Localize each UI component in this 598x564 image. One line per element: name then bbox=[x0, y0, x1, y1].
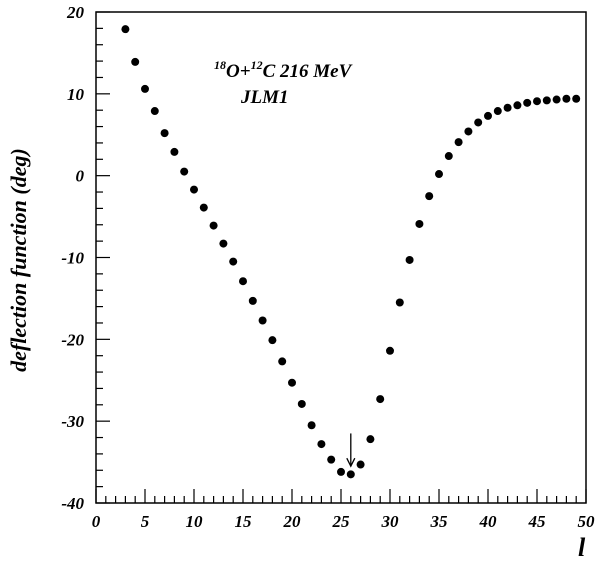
data-point bbox=[366, 435, 375, 444]
x-tick-label: 45 bbox=[528, 512, 547, 531]
data-point bbox=[533, 97, 541, 106]
x-tick-label: 40 bbox=[479, 512, 498, 531]
data-point bbox=[288, 378, 296, 387]
minimum-arrow bbox=[346, 433, 356, 468]
data-point bbox=[444, 152, 453, 161]
data-point bbox=[337, 467, 345, 476]
data-point bbox=[562, 94, 571, 103]
data-point bbox=[474, 118, 483, 127]
data-point bbox=[229, 257, 238, 266]
data-point bbox=[552, 95, 561, 104]
data-point bbox=[572, 94, 581, 103]
data-point bbox=[180, 167, 189, 176]
data-point bbox=[268, 336, 277, 345]
data-point bbox=[484, 111, 492, 120]
data-point bbox=[395, 298, 404, 307]
data-point bbox=[425, 192, 434, 201]
data-point bbox=[523, 98, 532, 107]
data-point bbox=[317, 440, 326, 449]
x-tick-label: 0 bbox=[92, 512, 101, 531]
data-point bbox=[386, 346, 394, 355]
data-point bbox=[278, 357, 287, 366]
data-point bbox=[346, 470, 355, 479]
reaction-label: 18O+12C 216 MeV bbox=[214, 58, 353, 82]
x-axis-title: l bbox=[578, 533, 586, 562]
x-tick-label: 20 bbox=[283, 512, 302, 531]
data-point bbox=[131, 57, 140, 66]
data-point bbox=[160, 129, 169, 138]
x-tick-label: 15 bbox=[235, 512, 253, 531]
x-tick-label: 35 bbox=[430, 512, 449, 531]
data-point bbox=[405, 255, 414, 264]
data-point bbox=[503, 103, 512, 112]
plot-frame bbox=[95, 11, 587, 504]
x-tick-label: 5 bbox=[141, 512, 150, 531]
data-point bbox=[209, 221, 218, 230]
data-point bbox=[307, 421, 316, 430]
data-point bbox=[248, 296, 257, 305]
y-tick-label: -30 bbox=[61, 412, 84, 431]
mass-number-1: 18 bbox=[214, 58, 226, 72]
axis-ticks bbox=[95, 11, 587, 504]
data-point bbox=[454, 138, 463, 147]
data-point bbox=[415, 219, 424, 228]
y-tick-label: -10 bbox=[61, 249, 84, 268]
potential-label: JLM1 bbox=[240, 87, 289, 108]
data-point bbox=[141, 84, 149, 93]
y-tick-label: -40 bbox=[61, 494, 84, 513]
data-point bbox=[327, 455, 336, 464]
y-axis-title: deflection function (deg) bbox=[6, 148, 31, 372]
x-tick-label: 30 bbox=[381, 512, 400, 531]
data-point bbox=[376, 395, 385, 404]
data-point bbox=[199, 203, 208, 212]
data-point bbox=[513, 101, 522, 110]
data-point bbox=[258, 316, 267, 325]
data-point bbox=[121, 25, 130, 34]
y-tick-labels: -40 -30 -20 -10 0 10 20 bbox=[61, 3, 84, 513]
data-point bbox=[297, 399, 306, 408]
data-point bbox=[150, 107, 159, 116]
x-tick-label: 50 bbox=[578, 512, 596, 531]
data-point bbox=[435, 170, 443, 179]
data-point bbox=[542, 96, 551, 105]
data-point bbox=[190, 185, 198, 194]
data-point bbox=[170, 147, 179, 156]
mass-number-2: 12 bbox=[251, 58, 263, 72]
element-1: O+ bbox=[226, 61, 251, 82]
y-tick-label: 10 bbox=[67, 85, 85, 104]
element-2: C 216 MeV bbox=[263, 61, 353, 82]
x-tick-label: 10 bbox=[186, 512, 204, 531]
x-tick-labels: 0 5 10 15 20 25 30 35 40 45 50 bbox=[92, 512, 595, 531]
data-point bbox=[219, 239, 228, 248]
y-tick-label: -20 bbox=[61, 330, 84, 349]
data-point bbox=[239, 277, 247, 286]
y-tick-label: 20 bbox=[66, 3, 85, 22]
arrow-head bbox=[346, 457, 356, 468]
data-point bbox=[464, 127, 473, 136]
data-points bbox=[121, 25, 581, 479]
x-tick-label: 25 bbox=[332, 512, 351, 531]
data-point bbox=[356, 460, 365, 469]
data-point bbox=[493, 107, 502, 116]
y-tick-label: 0 bbox=[76, 167, 85, 186]
